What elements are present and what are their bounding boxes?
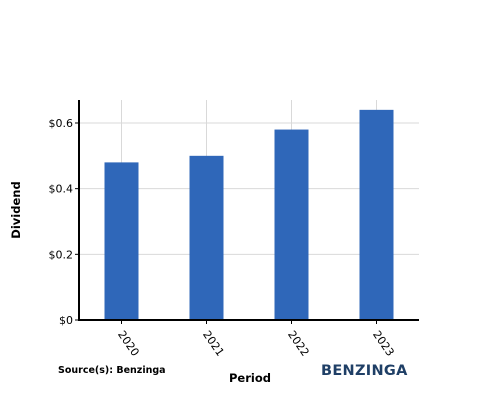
bar-2020 (104, 162, 139, 320)
source-note: Source(s): Benzinga (58, 365, 166, 376)
axis-layer (78, 100, 419, 321)
x-tick-label: 2021 (200, 328, 227, 358)
y-axis-title: Dividend (9, 181, 23, 238)
y-tick-label: $0.6 (49, 117, 74, 130)
x-tick-labels: 2020 2021 2022 2023 (115, 320, 397, 359)
bar-2023 (359, 109, 394, 321)
bar-2021 (189, 155, 224, 320)
x-axis-title: Period (229, 371, 271, 385)
x-tick-label: 2020 (115, 328, 142, 358)
x-tick-label: 2023 (370, 328, 397, 358)
y-tick-labels: $0 $0.2 $0.4 $0.6 (49, 117, 79, 327)
benzinga-logo: BENZINGA (321, 363, 408, 379)
bar-2022 (274, 129, 309, 320)
y-tick-label: $0.2 (49, 248, 74, 261)
y-tick-label: $0 (59, 314, 73, 327)
y-tick-label: $0.4 (49, 183, 74, 196)
x-tick-label: 2022 (285, 328, 312, 358)
bar-layer (104, 109, 394, 321)
